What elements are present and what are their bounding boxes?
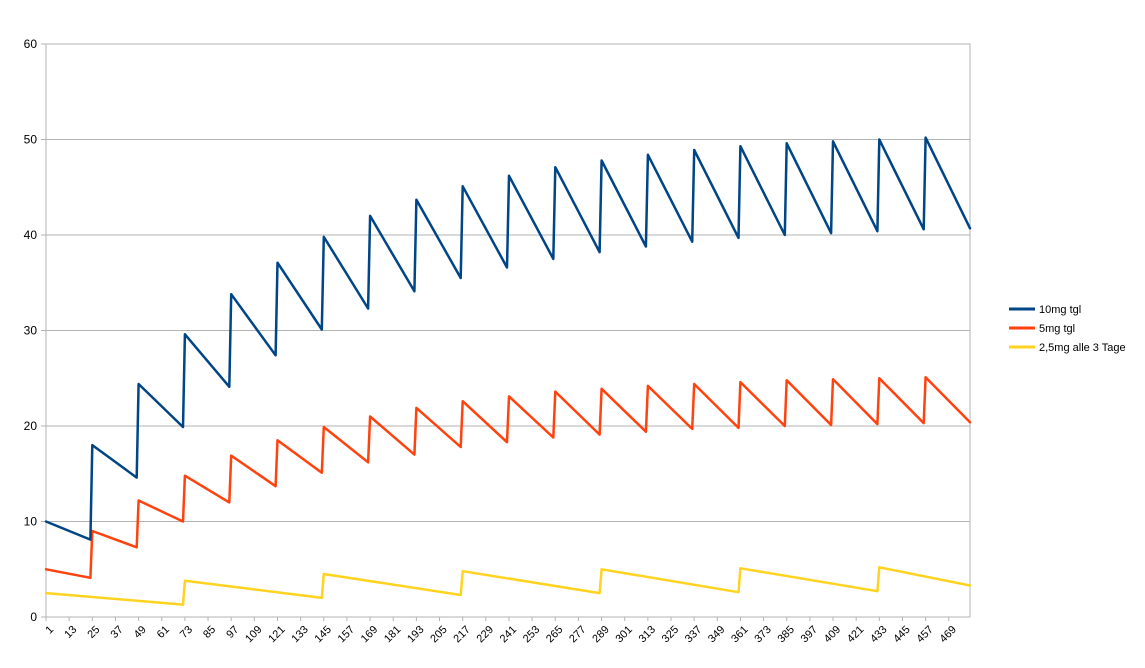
x-tick-label: 61 [155,624,172,641]
x-tick-label: 421 [845,624,866,645]
x-tick-label: 445 [891,624,912,645]
x-tick-label: 133 [289,624,310,645]
x-tick-label: 301 [613,624,634,645]
x-tick-label: 325 [660,624,681,645]
y-tick-label: 10 [24,515,38,529]
x-tick-label: 409 [822,624,843,645]
x-tick-label: 229 [475,624,496,645]
series-line-2 [44,376,972,580]
x-tick-label: 361 [729,624,750,645]
x-tick-label: 469 [938,624,959,645]
x-tick-label: 373 [752,624,773,645]
y-tick-label: 0 [30,610,37,624]
y-tick-label: 60 [24,37,38,51]
x-tick-label: 169 [359,624,380,645]
legend-label-2: 5mg tgl [1039,323,1075,335]
x-tick-label: 1 [43,624,56,637]
legend: 10mg tgl 5mg tgl 2,5mg alle 3 Tage [1009,304,1126,354]
x-tick-label: 457 [914,624,935,645]
x-tick-label: 313 [637,624,658,645]
x-tick-label: 85 [201,624,218,641]
x-tick-label: 349 [706,624,727,645]
x-tick-label: 205 [428,624,449,645]
x-axis: 1 13 25 37 49 61 73 85 97 109 121 133 145 157 169 181 19… [43,617,959,645]
series-layer [44,136,972,606]
x-tick-label: 265 [544,624,565,645]
x-tick-label: 217 [451,624,472,645]
x-tick-label: 193 [405,624,426,645]
x-tick-label: 253 [521,624,542,645]
x-tick-label: 121 [266,624,287,645]
legend-label-1: 10mg tgl [1039,304,1081,316]
x-tick-label: 25 [85,624,102,641]
x-tick-label: 289 [590,624,611,645]
x-tick-label: 241 [498,624,519,645]
y-tick-label: 20 [24,419,38,433]
x-tick-label: 37 [109,624,126,641]
x-tick-label: 73 [178,624,195,641]
series-line-3 [44,566,972,606]
x-tick-label: 277 [567,624,588,645]
y-tick-label: 30 [24,324,38,338]
x-tick-label: 109 [243,624,264,645]
series-line-1 [44,136,972,541]
x-tick-label: 433 [868,624,889,645]
x-tick-label: 145 [313,624,334,645]
legend-label-3: 2,5mg alle 3 Tage [1039,342,1126,354]
y-tick-label: 50 [24,133,38,147]
x-tick-label: 181 [382,624,403,645]
x-tick-label: 337 [683,624,704,645]
x-tick-label: 385 [775,624,796,645]
y-tick-label: 40 [24,228,38,242]
x-tick-label: 49 [132,624,149,641]
y-axis: 0 10 20 30 40 50 60 [24,37,46,624]
x-tick-label: 397 [799,624,820,645]
x-tick-label: 97 [224,624,241,641]
x-tick-label: 13 [62,624,79,641]
x-tick-label: 157 [336,624,357,645]
